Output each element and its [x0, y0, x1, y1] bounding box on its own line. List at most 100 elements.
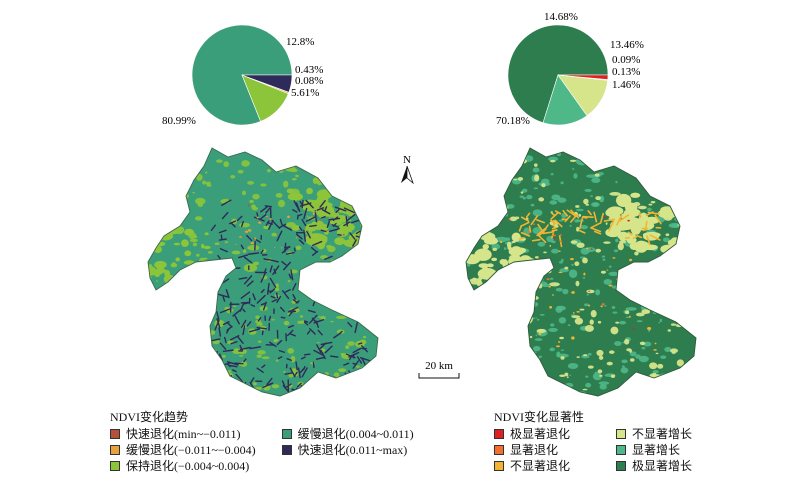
map-pixel-cluster	[627, 219, 630, 222]
map-pixel-cluster	[511, 349, 516, 352]
map-pixel-cluster	[226, 328, 230, 334]
map-pixel-cluster	[148, 266, 157, 276]
map-pixel-cluster	[343, 221, 351, 227]
map-pixel-cluster	[486, 202, 494, 208]
trend-legend: NDVI变化趋势 快速退化(min~−0.011) 缓慢退化(−0.011~−0…	[110, 409, 414, 474]
pie-slice-label: 70.18%	[496, 115, 530, 127]
map-pixel-cluster	[519, 195, 525, 198]
map-pixel-cluster	[279, 306, 285, 313]
map-pixel-cluster	[627, 203, 635, 208]
map-pixel-cluster	[499, 385, 504, 388]
map-pixel-cluster	[219, 248, 228, 253]
map-pixel-cluster	[635, 286, 638, 289]
map-pixel-cluster	[274, 287, 280, 292]
swatch	[616, 445, 627, 455]
map-pixel-cluster	[661, 292, 672, 299]
map-pixel-cluster	[203, 245, 211, 250]
map-pixel-cluster	[330, 266, 334, 277]
map-pixel-cluster	[590, 195, 593, 198]
map-pixel-cluster	[338, 384, 346, 390]
map-pixel-cluster	[638, 212, 649, 225]
map-pixel-cluster	[197, 346, 203, 349]
map-pixel-cluster	[267, 258, 279, 263]
map-pixel-cluster	[636, 156, 641, 159]
map-pixel-cluster	[486, 263, 494, 268]
map-pixel-cluster	[470, 185, 478, 190]
map-pixel-cluster	[352, 239, 357, 247]
map-pixel-cluster	[204, 267, 212, 272]
map-pixel-cluster	[642, 232, 660, 241]
map-pixel-cluster	[594, 173, 600, 177]
map-pixel-cluster	[631, 282, 634, 285]
pie-slice	[557, 74, 609, 80]
map-pixel-cluster	[490, 185, 498, 192]
map-pixel-cluster	[287, 347, 295, 354]
map-pixel-cluster	[629, 351, 637, 357]
map-pixel-cluster	[655, 193, 663, 199]
map-pixel-cluster	[281, 260, 287, 266]
map-pixel-cluster	[204, 232, 209, 236]
map-pixel-cluster	[549, 277, 554, 280]
map-pixel-cluster	[588, 304, 591, 307]
map-pixel-cluster	[352, 347, 362, 354]
map-pixel-cluster	[598, 355, 604, 360]
map-pixel-cluster	[295, 202, 300, 211]
map-pixel-cluster	[609, 192, 621, 196]
map-pixel-cluster	[257, 340, 262, 343]
map-pixel-cluster	[242, 302, 249, 305]
map-pixel-cluster	[534, 383, 541, 387]
map-pixel-cluster	[293, 247, 296, 252]
map-pixel-cluster	[171, 262, 176, 267]
map-pixel-cluster	[361, 255, 371, 264]
map-pixel-cluster	[619, 320, 627, 325]
map-pixel-cluster	[277, 199, 286, 208]
map-pixel-cluster	[256, 367, 264, 373]
map-pixel-cluster	[338, 265, 343, 271]
map-pixel-cluster	[277, 356, 283, 360]
map-pixel-cluster	[167, 215, 175, 220]
map-pixel-cluster	[309, 224, 317, 228]
map-pixel-cluster	[314, 210, 318, 223]
map-pixel-cluster	[595, 289, 601, 296]
map-pixel-cluster	[623, 197, 630, 202]
map-pixel-cluster	[552, 237, 556, 240]
ndvi-trend-map	[147, 147, 379, 397]
map-pixel-cluster	[271, 219, 281, 229]
map-pixel-cluster	[163, 179, 171, 187]
map-pixel-cluster	[355, 365, 360, 368]
map-pixel-cluster	[564, 266, 569, 270]
map-pixel-cluster	[652, 370, 659, 374]
map-pixel-cluster	[175, 257, 181, 262]
map-pixel-cluster	[670, 287, 673, 290]
map-pixel-cluster	[161, 165, 164, 168]
map-pixel-cluster	[183, 285, 195, 292]
map-pixel-cluster	[635, 312, 645, 317]
map-pixel-cluster	[216, 293, 229, 298]
map-pixel-cluster	[256, 216, 259, 219]
map-pixel-cluster	[652, 392, 664, 396]
map-pixel-cluster	[598, 381, 610, 385]
map-pixel-cluster	[149, 292, 159, 298]
map-pixel-cluster	[615, 238, 619, 243]
map-pixel-cluster	[514, 378, 517, 381]
map-pixel-cluster	[256, 294, 266, 304]
map-pixel-cluster	[672, 165, 678, 168]
map-pixel-cluster	[533, 187, 539, 190]
map-boundary	[147, 147, 379, 397]
map-pixel-cluster	[612, 257, 616, 259]
map-pixel-cluster	[531, 279, 539, 284]
map-pixel-cluster	[571, 168, 575, 170]
map-pixel-cluster	[564, 372, 569, 377]
map-pixel-cluster	[497, 363, 504, 369]
map-pixel-cluster	[667, 281, 674, 284]
map-pixel-cluster	[616, 214, 623, 226]
map-pixel-cluster	[309, 282, 313, 291]
map-pixel-cluster	[665, 262, 672, 267]
map-pixel-cluster	[670, 348, 678, 354]
map-pixel-cluster	[221, 354, 226, 358]
map-pixel-cluster	[653, 260, 657, 263]
map-pixel-cluster	[671, 187, 678, 193]
map-pixel-cluster	[603, 241, 611, 244]
map-pixel-cluster	[601, 303, 605, 306]
map-pixel-cluster	[645, 211, 654, 216]
